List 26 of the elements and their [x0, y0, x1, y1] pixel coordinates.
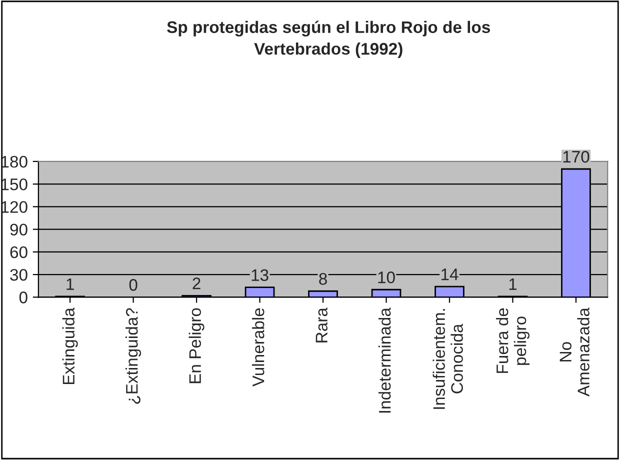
x-tick-label: Fuera de peligro	[496, 308, 530, 373]
data-label: 1	[66, 278, 74, 290]
data-label: 14	[442, 268, 458, 280]
x-tick-label: Vulnerable	[252, 308, 264, 387]
data-label: 13	[252, 269, 268, 282]
x-tick-label: No Amenazada	[560, 308, 590, 396]
data-label: 10	[378, 272, 395, 284]
x-tick-label: Indeterminada	[378, 308, 391, 413]
y-tick-label: 30	[10, 268, 28, 281]
x-tick-label: ¿Extinguida?	[126, 308, 142, 404]
data-label: 1	[509, 278, 517, 290]
x-tick-label: Insuficientem. Conocida	[432, 309, 463, 409]
data-label: 8	[319, 273, 327, 285]
y-tick-label: 180	[1, 156, 28, 168]
x-tick-label: Extinguida	[62, 308, 78, 384]
y-tick-label: 60	[10, 246, 28, 258]
chart-title: Sp protegidas según el Libro Rojo de los Vertebrados (1992)	[167, 20, 490, 58]
x-tick-label: En Peligro	[188, 308, 204, 384]
data-label: 170	[563, 150, 590, 163]
y-tick-label: 120	[1, 201, 28, 213]
y-tick-label: 150	[1, 178, 28, 190]
data-label: 0	[129, 279, 138, 291]
x-tick-label: Rara	[316, 308, 328, 342]
y-tick-label: 90	[10, 224, 28, 236]
y-tick-label: 0	[19, 292, 28, 304]
data-label: 2	[192, 278, 200, 290]
